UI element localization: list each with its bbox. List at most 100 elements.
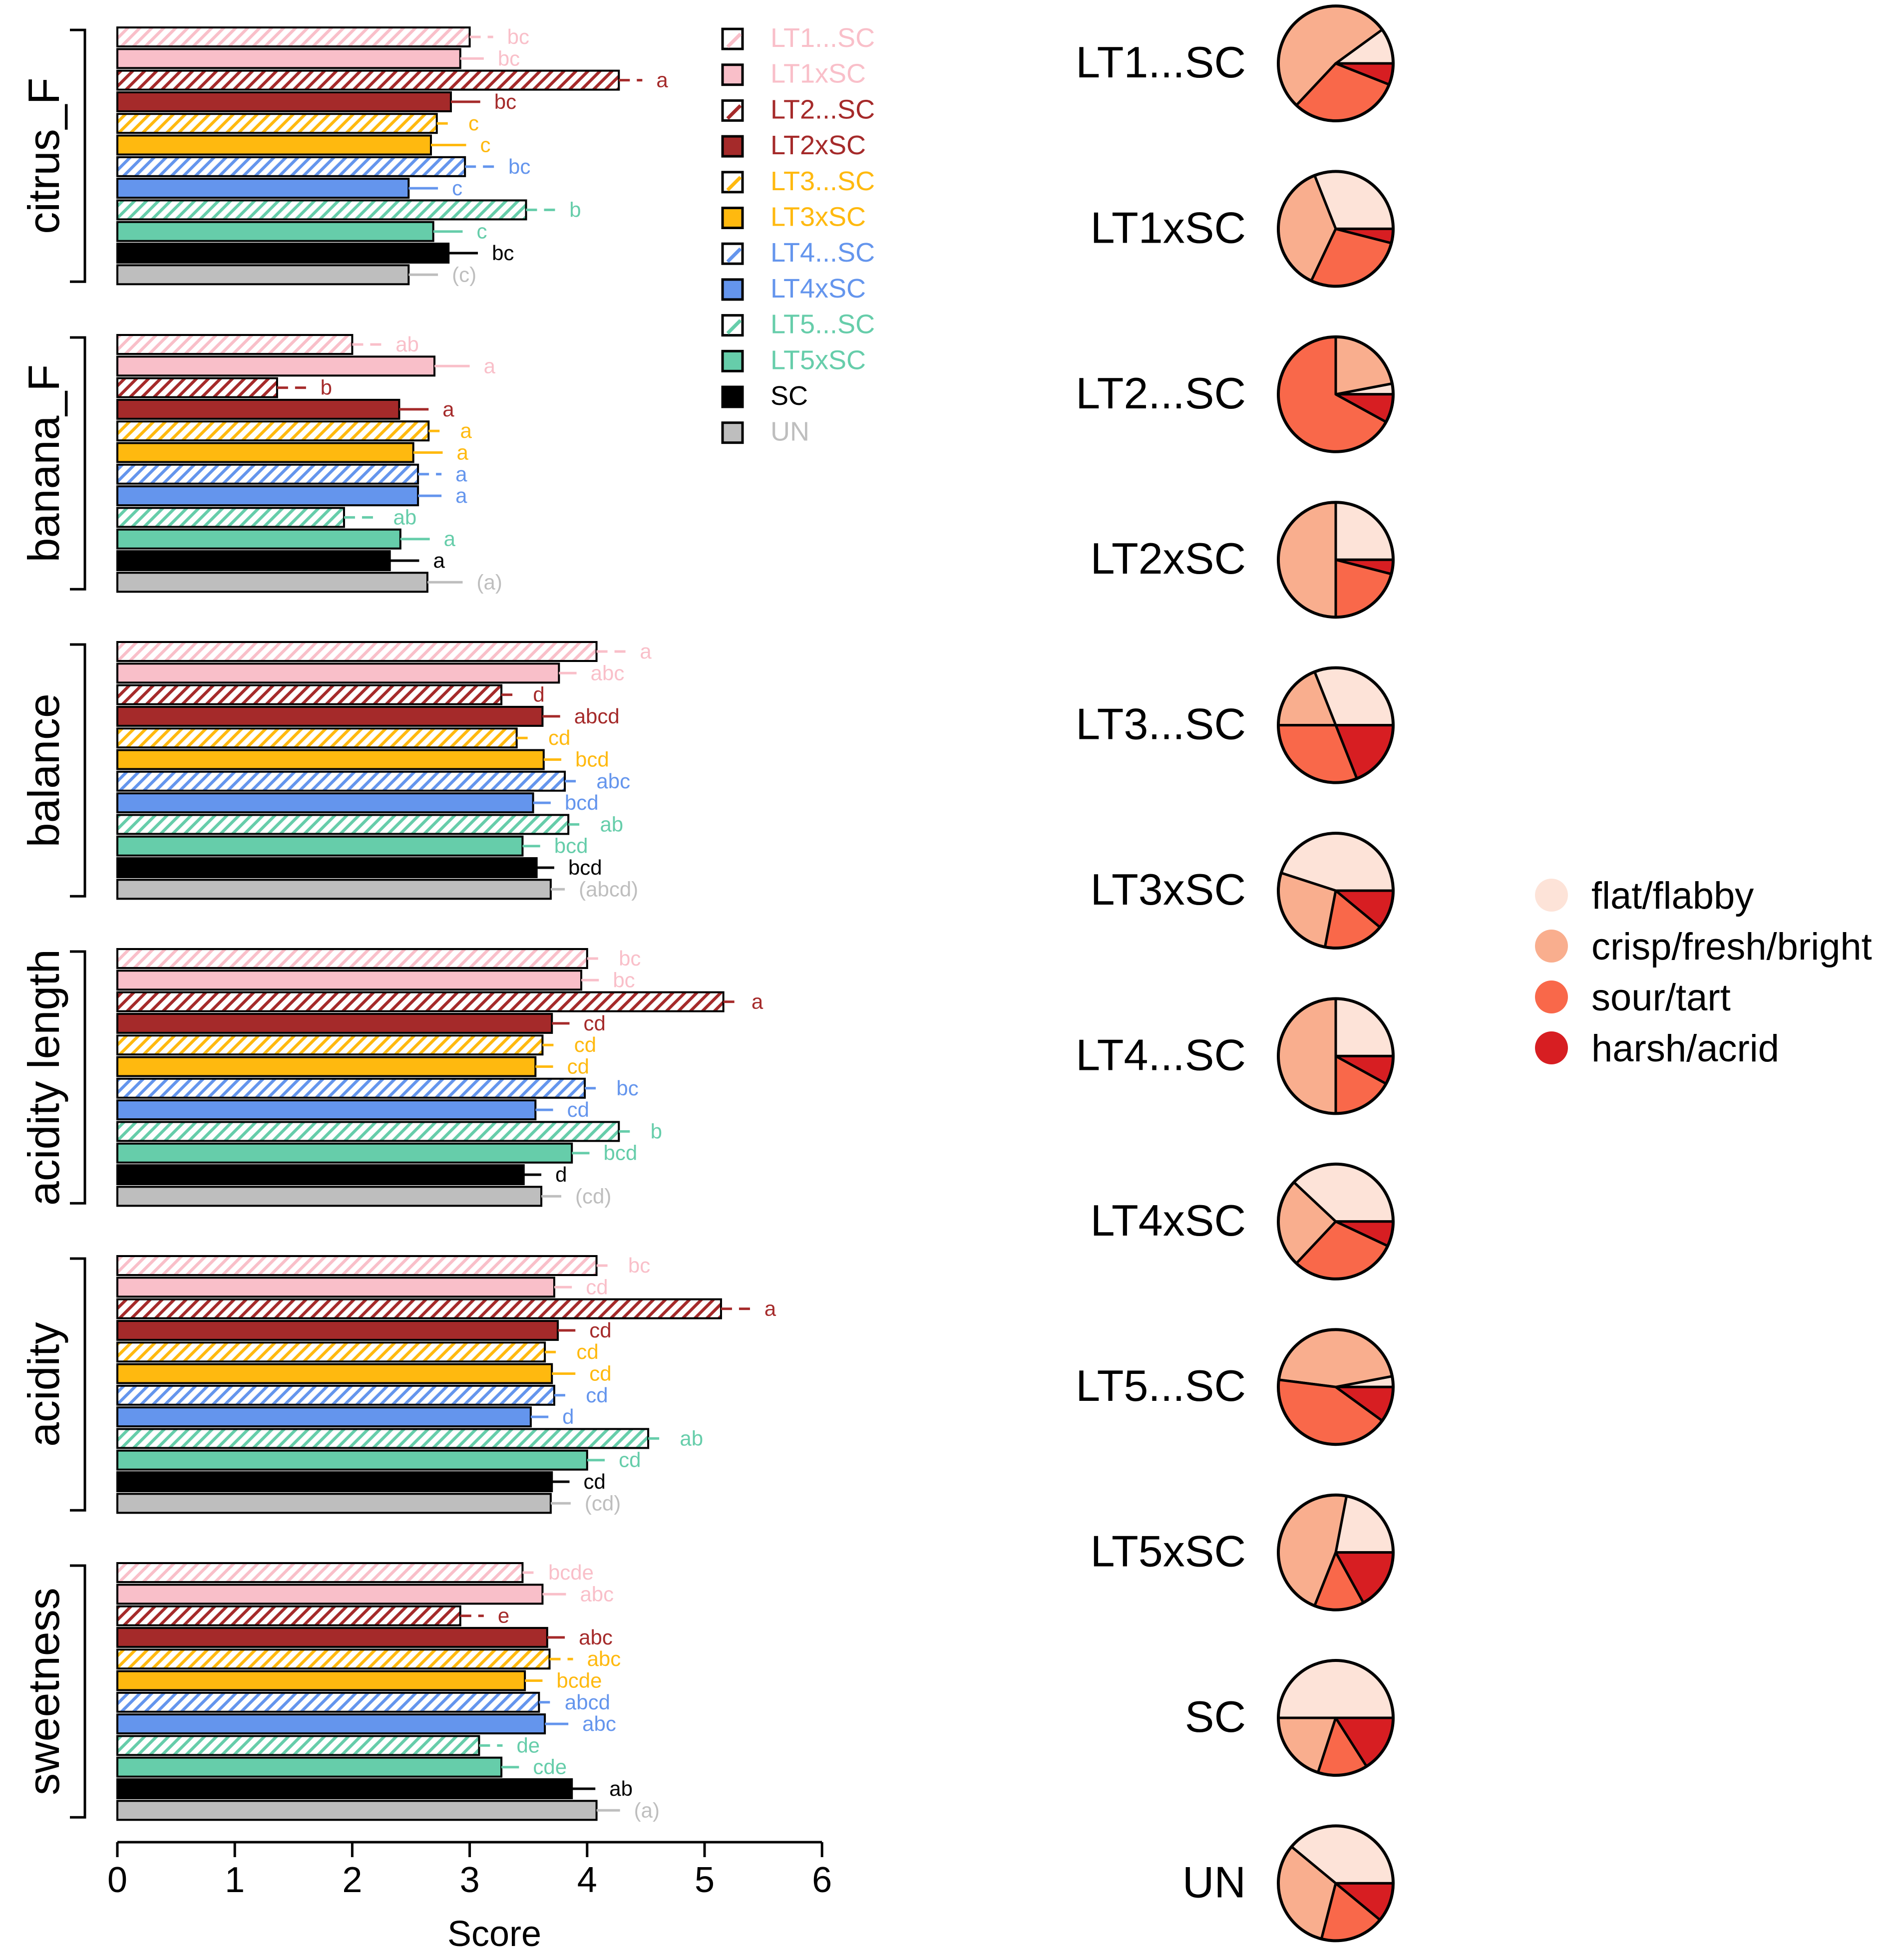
bar-lt1-sc-balance: [116, 641, 598, 662]
significance-letter-un-sweetness: (a): [634, 1798, 660, 1822]
significance-letter-un-balance: (abcd): [579, 877, 638, 901]
attribute-label-banana-f: banana_F: [19, 364, 68, 562]
pie-lt4xsc: LT4xSC: [1091, 1162, 1395, 1281]
pie-outline: [1277, 666, 1395, 784]
pie-legend-swatch: [1535, 930, 1568, 963]
bar-lt5-sc-balance: [116, 814, 570, 835]
pie-lt2-sc: LT2...SC: [1076, 335, 1395, 453]
legend-label: LT5xSC: [770, 345, 866, 375]
pie-label-lt3-sc: LT3...SC: [1076, 699, 1246, 749]
significance-letter-lt3xsc-sweetness: bcde: [556, 1669, 602, 1692]
bar-lt3xsc-balance: [116, 749, 545, 770]
bar-lt1xsc-sweetness: [116, 1584, 544, 1605]
significance-letter-un-acidity-length: (cd): [575, 1184, 611, 1208]
attribute-label-balance: balance: [19, 693, 68, 847]
bar-un-sweetness: [116, 1800, 598, 1821]
pie-legend-item-crisp-fresh-bright: crisp/fresh/bright: [1535, 926, 1872, 968]
bar-lt1-sc-acidity: [116, 1255, 598, 1276]
bar-lt5-sc-acidity-length: [116, 1121, 620, 1142]
significance-letter-lt1-sc-acidity: bc: [628, 1254, 650, 1277]
bar-lt4xsc-citrus-f: [116, 178, 410, 199]
bar-lt3xsc-citrus-f: [116, 134, 432, 156]
significance-letter-un-citrus-f: (c): [452, 263, 476, 286]
bar-lt5-sc-sweetness: [116, 1735, 480, 1756]
bar-marks: bcbcabcccbccbcbc(c)ababaaaaaabaa(a)aabcd…: [116, 25, 776, 1822]
significance-letter-sc-sweetness: ab: [609, 1777, 633, 1800]
significance-letter-lt3xsc-acidity: cd: [589, 1362, 611, 1385]
significance-letter-lt2-sc-acidity-length: a: [752, 990, 763, 1013]
legend-swatch: [721, 207, 744, 229]
significance-letter-lt5-sc-acidity: ab: [680, 1426, 703, 1450]
significance-letter-lt4-sc-acidity-length: bc: [616, 1076, 638, 1100]
pie-label-lt3xsc: LT3xSC: [1091, 865, 1246, 914]
bar-sc-citrus-f: [116, 243, 450, 264]
pie-legend-label: harsh/acrid: [1591, 1027, 1779, 1070]
legend-swatch: [721, 314, 744, 337]
bar-lt4-sc-sweetness: [116, 1691, 540, 1713]
legend-item-lt5-sc: LT5...SC: [721, 310, 875, 339]
significance-letter-lt4xsc-balance: bcd: [565, 791, 599, 814]
x-tick-label: 2: [342, 1860, 362, 1900]
significance-letter-un-acidity: (cd): [585, 1491, 621, 1515]
pie-outline: [1277, 1162, 1395, 1281]
significance-letter-lt3-sc-banana-f: a: [460, 419, 472, 442]
significance-letter-lt2xsc-sweetness: abc: [579, 1625, 613, 1649]
bar-lt3xsc-acidity-length: [116, 1056, 537, 1077]
bar-lt5xsc-acidity: [116, 1449, 588, 1471]
pie-label-lt1xsc: LT1xSC: [1091, 203, 1246, 252]
bar-lt3-sc-banana-f: [116, 420, 430, 442]
significance-letter-lt5-sc-citrus-f: b: [569, 198, 581, 221]
pie-marks: LT1...SC LT1xSC LT2...SC LT2xSC LT3...SC LT3x…: [1076, 4, 1395, 1943]
legend-label: SC: [770, 381, 808, 411]
pie-outline: [1277, 997, 1395, 1115]
pie-slice-crisp-fresh-bright: [1277, 997, 1337, 1115]
bar-lt3-sc-acidity-length: [116, 1034, 544, 1056]
significance-letter-sc-balance: bcd: [568, 856, 602, 879]
bar-lt3-sc-sweetness: [116, 1648, 551, 1670]
pie-slice-crisp-fresh-bright: [1277, 501, 1337, 619]
significance-letter-lt3-sc-sweetness: abc: [587, 1647, 621, 1670]
bar-lt3xsc-sweetness: [116, 1670, 526, 1691]
pie-legend-item-sour-tart: sour/tart: [1535, 976, 1731, 1019]
legend-item-lt4xsc: LT4xSC: [721, 274, 866, 304]
legend-item-lt1-sc: LT1...SC: [721, 23, 875, 53]
significance-letter-lt5xsc-sweetness: cde: [533, 1755, 567, 1779]
pie-slice-flat-flabby: [1277, 1659, 1395, 1719]
significance-letter-lt3xsc-acidity-length: cd: [567, 1055, 589, 1078]
bar-lt1-sc-acidity-length: [116, 948, 588, 969]
legend-swatch-hatch: [726, 32, 742, 48]
bar-lt4xsc-banana-f: [116, 485, 419, 507]
pie-lt3-sc: LT3...SC: [1076, 666, 1395, 784]
significance-letter-lt1-sc-citrus-f: bc: [507, 25, 529, 48]
significance-letter-lt4xsc-citrus-f: c: [452, 176, 462, 200]
pie-lt5xsc: LT5xSC: [1091, 1493, 1395, 1612]
bar-lt5xsc-sweetness: [116, 1756, 503, 1778]
attribute-label-citrus-f: citrus_F: [19, 78, 68, 234]
pie-outline: [1277, 335, 1395, 453]
pie-legend-item-harsh-acrid: harsh/acrid: [1535, 1027, 1779, 1070]
significance-letter-sc-citrus-f: bc: [492, 241, 514, 265]
legend-item-lt4-sc: LT4...SC: [721, 238, 875, 268]
pie-legend: flat/flabby crisp/fresh/bright sour/tart ha…: [1535, 875, 1872, 1070]
x-tick-label: 3: [460, 1860, 480, 1900]
bar-un-banana-f: [116, 572, 428, 593]
significance-letter-lt2-sc-acidity: a: [764, 1297, 776, 1320]
significance-letter-lt5xsc-banana-f: a: [444, 527, 456, 551]
legend-label: LT5...SC: [770, 310, 875, 339]
significance-letter-lt1xsc-citrus-f: bc: [498, 46, 520, 70]
legend-item-un: UN: [721, 417, 809, 447]
pie-outline: [1277, 832, 1395, 950]
significance-letter-lt4xsc-acidity: d: [562, 1405, 574, 1428]
legend-swatch: [721, 278, 744, 301]
bar-lt1-sc-sweetness: [116, 1562, 524, 1583]
significance-letter-lt1-sc-sweetness: bcde: [548, 1561, 594, 1584]
legend-label: LT1...SC: [770, 23, 875, 53]
bar-lt2-sc-balance: [116, 684, 503, 705]
significance-letter-lt4-sc-banana-f: a: [455, 462, 467, 486]
legend-label: LT3...SC: [770, 166, 875, 196]
x-tick-label: 6: [812, 1860, 832, 1900]
significance-letter-lt1xsc-banana-f: a: [484, 354, 496, 377]
legend-swatch: [721, 27, 744, 50]
bar-lt5xsc-balance: [116, 835, 524, 857]
x-tick-label: 4: [577, 1860, 597, 1900]
